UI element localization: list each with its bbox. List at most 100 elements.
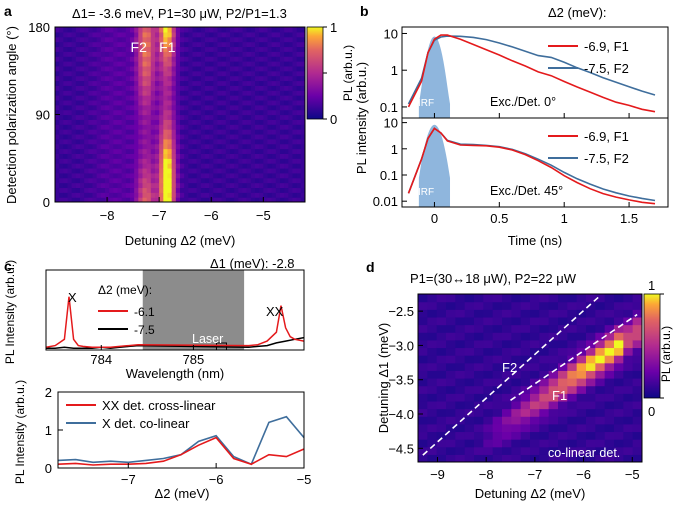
heatmap-cell bbox=[134, 133, 139, 140]
heatmap-cell bbox=[150, 85, 156, 91]
heatmap-cell bbox=[234, 129, 239, 135]
heatmap-cell bbox=[213, 133, 219, 140]
panel-c-top-frame bbox=[45, 269, 305, 351]
heatmap-cell bbox=[63, 61, 69, 67]
heatmap-cell bbox=[196, 27, 202, 33]
heatmap-cell bbox=[80, 36, 85, 43]
heatmap-cell bbox=[427, 332, 438, 341]
heatmap-cell bbox=[159, 36, 164, 43]
heatmap-cell bbox=[464, 332, 475, 341]
heatmap-cell bbox=[150, 172, 156, 179]
heatmap-cell bbox=[296, 129, 302, 135]
heatmap-cell bbox=[84, 163, 89, 169]
heatmap-cell bbox=[539, 385, 550, 394]
heatmap-cell bbox=[113, 109, 119, 116]
heatmap-cell bbox=[84, 148, 89, 154]
heatmap-cell bbox=[284, 138, 289, 145]
heatmap-cell bbox=[113, 167, 119, 174]
heatmap-cell bbox=[96, 41, 102, 48]
heatmap-cell bbox=[296, 138, 302, 145]
heatmap-cell bbox=[259, 99, 264, 106]
heatmap-cell bbox=[284, 182, 289, 189]
heatmap-cell bbox=[213, 119, 219, 125]
heatmap-cell bbox=[71, 133, 77, 140]
heatmap-cell bbox=[259, 167, 264, 174]
heatmap-cell bbox=[55, 36, 60, 43]
heatmap-cell bbox=[171, 31, 177, 38]
heatmap-cell bbox=[163, 133, 169, 140]
heatmap-cell bbox=[284, 163, 289, 169]
heatmap-cell bbox=[125, 104, 131, 111]
heatmap-cell bbox=[614, 431, 624, 440]
heatmap-cell bbox=[84, 124, 89, 130]
heatmap-cell bbox=[595, 439, 606, 448]
panel-d-colorbar bbox=[643, 293, 661, 399]
panel-c-bottom-ylabel: PL Intensity (arb.u.) bbox=[13, 380, 27, 484]
heatmap-cell bbox=[217, 197, 223, 202]
heatmap-cell bbox=[284, 114, 289, 120]
heatmap-cell bbox=[271, 90, 277, 96]
heatmap-cell bbox=[623, 347, 634, 356]
heatmap-cell bbox=[84, 31, 89, 38]
heatmap-cell bbox=[464, 385, 475, 394]
heatmap-cell bbox=[225, 119, 231, 125]
heatmap-cell bbox=[225, 177, 231, 184]
heatmap-cell bbox=[134, 85, 139, 91]
heatmap-cell bbox=[567, 378, 578, 387]
heatmap-cell bbox=[614, 294, 624, 303]
heatmap-cell bbox=[271, 114, 277, 120]
heatmap-cell bbox=[138, 124, 144, 130]
heatmap-cell bbox=[96, 65, 102, 72]
heatmap-cell bbox=[184, 197, 189, 202]
heatmap-cell bbox=[180, 133, 185, 140]
heatmap-cell bbox=[117, 182, 123, 189]
heatmap-cell bbox=[225, 75, 231, 82]
heatmap-cell bbox=[167, 27, 173, 33]
heatmap-cell bbox=[492, 362, 503, 371]
heatmap-cell bbox=[436, 446, 447, 455]
heatmap-cell bbox=[242, 129, 248, 135]
heatmap-cell bbox=[288, 119, 294, 125]
heatmap-cell bbox=[59, 143, 64, 150]
heatmap-cell bbox=[520, 332, 531, 341]
heatmap-cell bbox=[267, 119, 273, 125]
heatmap-cell bbox=[267, 182, 273, 189]
heatmap-cell bbox=[632, 294, 642, 303]
heatmap-cell bbox=[59, 138, 64, 145]
heatmap-cell bbox=[138, 129, 144, 135]
heatmap-cell bbox=[121, 129, 127, 135]
heatmap-cell bbox=[209, 114, 214, 120]
y-tick-label: 0.1 bbox=[380, 100, 398, 115]
heatmap-cell bbox=[196, 99, 202, 106]
heatmap-cell bbox=[213, 109, 219, 116]
heatmap-cell bbox=[59, 56, 64, 62]
heatmap-cell bbox=[436, 355, 447, 364]
heatmap-cell bbox=[125, 70, 131, 77]
heatmap-cell bbox=[130, 177, 135, 184]
heatmap-cell bbox=[84, 172, 89, 179]
heatmap-cell bbox=[155, 61, 160, 67]
heatmap-cell bbox=[134, 99, 139, 106]
heatmap-cell bbox=[196, 85, 202, 91]
heatmap-cell bbox=[558, 347, 568, 356]
heatmap-cell bbox=[205, 124, 210, 130]
heatmap-cell bbox=[171, 163, 177, 169]
heatmap-cell bbox=[300, 41, 305, 48]
panel-a-colorbar bbox=[306, 26, 324, 120]
heatmap-cell bbox=[230, 80, 235, 86]
heatmap-cell bbox=[267, 36, 273, 43]
heatmap-cell bbox=[113, 148, 119, 154]
heatmap-cell bbox=[109, 143, 114, 150]
heatmap-cell bbox=[200, 75, 206, 82]
heatmap-cell bbox=[88, 90, 94, 96]
heatmap-cell bbox=[142, 197, 148, 202]
heatmap-cell bbox=[175, 36, 181, 43]
heatmap-cell bbox=[267, 90, 273, 96]
heatmap-cell bbox=[96, 56, 102, 62]
heatmap-cell bbox=[117, 36, 123, 43]
heatmap-cell bbox=[138, 114, 144, 120]
heatmap-cell bbox=[271, 133, 277, 140]
heatmap-cell bbox=[296, 119, 302, 125]
heatmap-cell bbox=[88, 182, 94, 189]
heatmap-cell bbox=[250, 85, 256, 91]
